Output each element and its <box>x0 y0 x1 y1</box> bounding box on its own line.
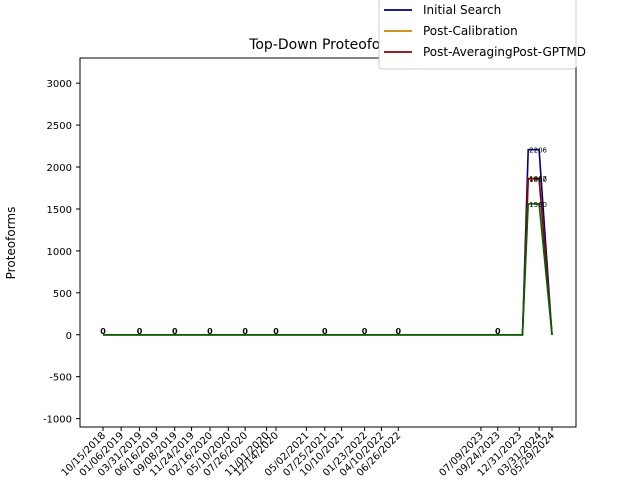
legend: Initial Search Post-Calibration Post-Avera… <box>378 0 586 70</box>
peak-data-label: 1867 <box>529 175 547 183</box>
y-tick-label: 2500 <box>47 121 72 132</box>
chart-title: Top-Down Proteoforms <box>248 37 407 53</box>
zero-data-label: 0 <box>322 327 328 336</box>
peak-data-label: 1860 <box>529 176 547 184</box>
zero-data-label: 0 <box>137 327 143 336</box>
plot-frame <box>79 57 577 428</box>
legend-label: Post-Calibration <box>423 24 518 38</box>
zero-data-label: 0 <box>395 327 401 336</box>
zero-data-label: 0 <box>273 327 279 336</box>
y-tick-label: 2000 <box>47 163 72 174</box>
y-tick-label: 1500 <box>47 205 72 216</box>
legend-box <box>378 0 577 70</box>
series-line-3 <box>103 203 553 336</box>
y-axis: -1000 -500 0 500 1000 1500 2000 2500 3000 <box>43 79 80 426</box>
zero-data-label: 0 <box>100 327 106 336</box>
y-tick-label: 500 <box>53 289 72 300</box>
y-tick-label: 0 <box>66 331 72 342</box>
zero-data-label: 0 <box>495 327 501 336</box>
y-tick-label: -500 <box>49 373 72 384</box>
plot-background <box>80 58 576 427</box>
series-layer <box>103 148 553 336</box>
y-tick-label: -1000 <box>43 415 72 426</box>
y-axis-title: Proteoforms <box>4 207 18 280</box>
y-tick-label: 1000 <box>47 247 72 258</box>
y-tick-label: 3000 <box>47 79 72 90</box>
legend-label: Initial Search <box>423 3 501 17</box>
x-axis: 10/15/201801/06/201903/31/201906/16/2019… <box>60 427 557 479</box>
peak-data-label: 2206 <box>529 147 547 155</box>
zero-data-label: 0 <box>242 327 248 336</box>
zero-data-label: 0 <box>207 327 213 336</box>
peak-data-label: 1560 <box>529 201 547 209</box>
legend-label: Post-AveragingPost-GPTMD <box>423 45 586 59</box>
zero-data-label: 0 <box>362 327 368 336</box>
zero-data-label: 0 <box>172 327 178 336</box>
